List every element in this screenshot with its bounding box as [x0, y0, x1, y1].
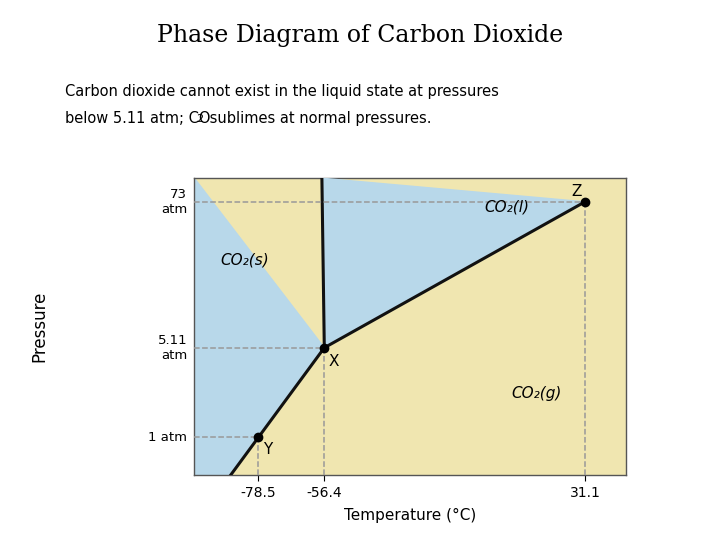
Text: 2: 2 [197, 114, 204, 124]
Polygon shape [322, 178, 585, 348]
Text: CO₂(s): CO₂(s) [220, 253, 269, 268]
Polygon shape [194, 178, 626, 524]
X-axis label: Temperature (°C): Temperature (°C) [344, 508, 477, 523]
Text: 5.11
atm: 5.11 atm [158, 334, 187, 362]
Text: sublimes at normal pressures.: sublimes at normal pressures. [205, 111, 432, 126]
Text: Carbon dioxide cannot exist in the liquid state at pressures: Carbon dioxide cannot exist in the liqui… [65, 84, 499, 99]
Text: CO₂(g): CO₂(g) [512, 386, 562, 401]
Text: Z: Z [572, 184, 582, 199]
Text: Phase Diagram of Carbon Dioxide: Phase Diagram of Carbon Dioxide [157, 24, 563, 48]
Text: 73
atm: 73 atm [161, 188, 187, 216]
Polygon shape [194, 178, 324, 524]
Text: Y: Y [263, 442, 272, 457]
Text: X: X [329, 354, 339, 369]
Text: below 5.11 atm; CO: below 5.11 atm; CO [65, 111, 210, 126]
Text: 1 atm: 1 atm [148, 431, 187, 444]
Text: Pressure: Pressure [30, 291, 49, 362]
Text: CO₂(l): CO₂(l) [485, 200, 530, 215]
